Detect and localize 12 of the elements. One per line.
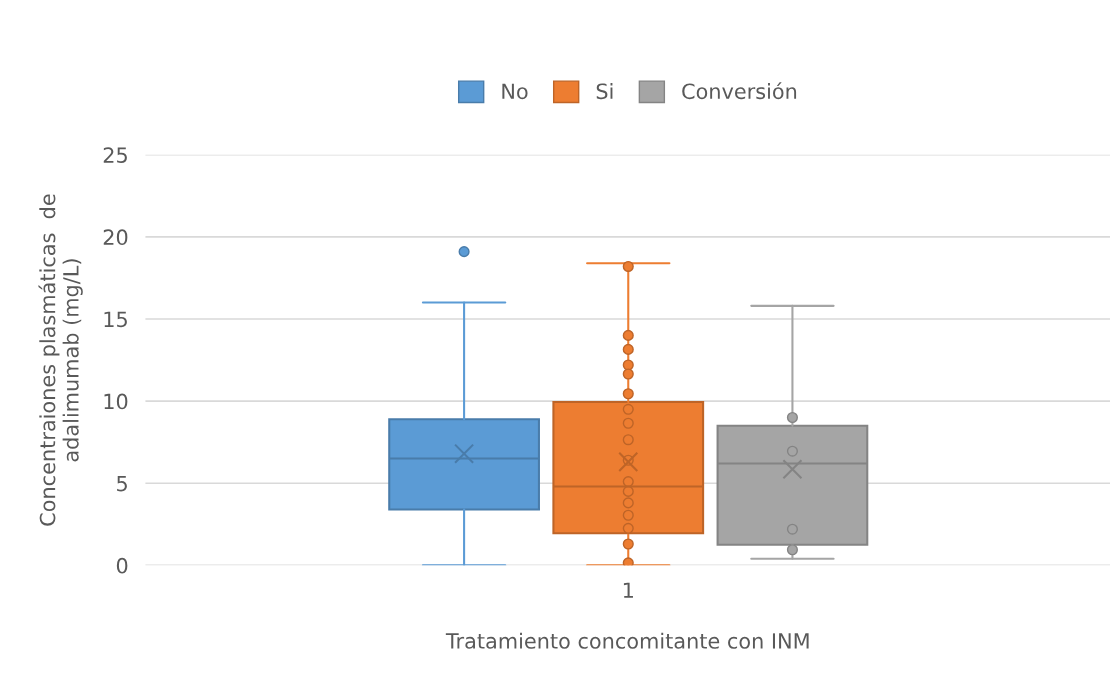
legend-label: Conversión	[682, 82, 797, 100]
x-tick-label: 1	[623, 582, 633, 598]
y-axis-title: Concentraiones plasmáticas de adalimumab (mg/L)	[38, 194, 83, 526]
y-tick-label: 20	[103, 229, 128, 246]
y-tick-label: 10	[104, 393, 128, 410]
y-tick-label: 25	[103, 147, 127, 163]
legend-label: Si	[596, 83, 613, 100]
y-tick-label: 0	[116, 557, 128, 574]
y-tick-label: 15	[104, 311, 127, 328]
x-axis-title: Tratamiento concomitante con INM	[445, 632, 809, 649]
y-tick-label: 5	[117, 475, 127, 492]
legend-label: No	[502, 83, 528, 100]
